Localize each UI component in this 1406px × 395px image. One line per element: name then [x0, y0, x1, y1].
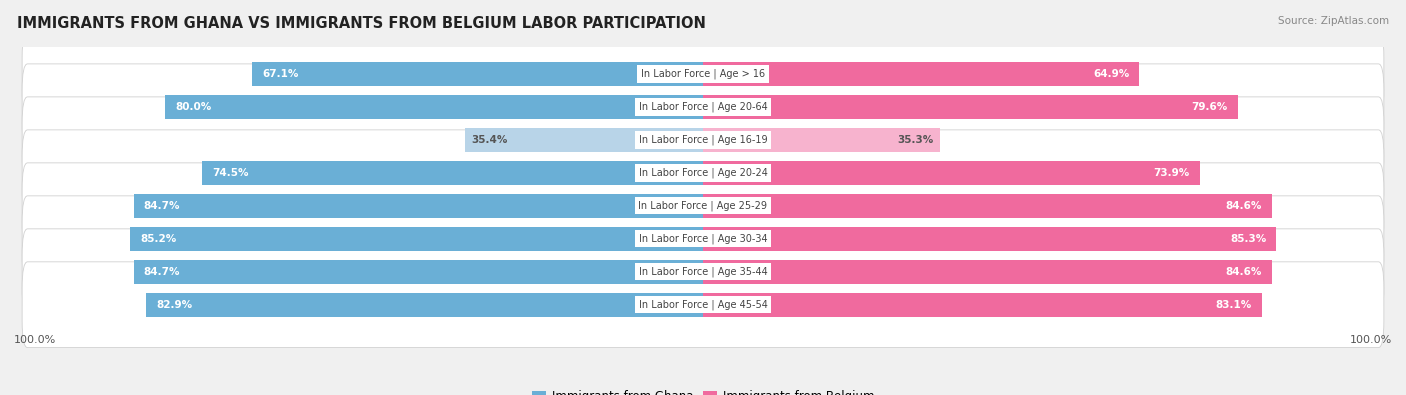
- Text: 74.5%: 74.5%: [212, 168, 249, 178]
- Text: 82.9%: 82.9%: [156, 300, 193, 310]
- FancyBboxPatch shape: [22, 31, 1384, 117]
- Bar: [146, 293, 703, 316]
- Bar: [703, 227, 1277, 250]
- Bar: [166, 95, 703, 118]
- Text: 100.0%: 100.0%: [1350, 335, 1392, 345]
- Legend: Immigrants from Ghana, Immigrants from Belgium: Immigrants from Ghana, Immigrants from B…: [527, 385, 879, 395]
- Bar: [703, 62, 1139, 86]
- FancyBboxPatch shape: [22, 163, 1384, 248]
- Text: In Labor Force | Age 16-19: In Labor Force | Age 16-19: [638, 135, 768, 145]
- Text: In Labor Force | Age 20-64: In Labor Force | Age 20-64: [638, 102, 768, 112]
- Bar: [703, 128, 941, 152]
- Bar: [703, 194, 1271, 218]
- Bar: [703, 161, 1199, 184]
- Text: 84.6%: 84.6%: [1225, 201, 1261, 211]
- Text: 80.0%: 80.0%: [176, 102, 212, 112]
- Bar: [134, 194, 703, 218]
- FancyBboxPatch shape: [22, 262, 1384, 348]
- FancyBboxPatch shape: [22, 229, 1384, 314]
- Text: 35.3%: 35.3%: [897, 135, 934, 145]
- Text: In Labor Force | Age 45-54: In Labor Force | Age 45-54: [638, 299, 768, 310]
- Text: 64.9%: 64.9%: [1092, 69, 1129, 79]
- Text: 84.7%: 84.7%: [143, 201, 180, 211]
- Text: In Labor Force | Age 25-29: In Labor Force | Age 25-29: [638, 201, 768, 211]
- Bar: [134, 260, 703, 284]
- Text: 84.6%: 84.6%: [1225, 267, 1261, 277]
- Text: In Labor Force | Age 20-24: In Labor Force | Age 20-24: [638, 167, 768, 178]
- FancyBboxPatch shape: [22, 196, 1384, 282]
- Text: 85.2%: 85.2%: [141, 234, 177, 244]
- Text: In Labor Force | Age 30-34: In Labor Force | Age 30-34: [638, 233, 768, 244]
- Text: IMMIGRANTS FROM GHANA VS IMMIGRANTS FROM BELGIUM LABOR PARTICIPATION: IMMIGRANTS FROM GHANA VS IMMIGRANTS FROM…: [17, 16, 706, 31]
- Text: 100.0%: 100.0%: [14, 335, 56, 345]
- Text: 83.1%: 83.1%: [1215, 300, 1251, 310]
- FancyBboxPatch shape: [22, 64, 1384, 150]
- Bar: [703, 95, 1239, 118]
- Bar: [703, 260, 1271, 284]
- Bar: [252, 62, 703, 86]
- Bar: [703, 293, 1261, 316]
- Text: 79.6%: 79.6%: [1192, 102, 1227, 112]
- Text: Source: ZipAtlas.com: Source: ZipAtlas.com: [1278, 16, 1389, 26]
- Text: In Labor Force | Age > 16: In Labor Force | Age > 16: [641, 69, 765, 79]
- Bar: [202, 161, 703, 184]
- Text: 67.1%: 67.1%: [262, 69, 298, 79]
- Text: 85.3%: 85.3%: [1230, 234, 1267, 244]
- Bar: [131, 227, 703, 250]
- FancyBboxPatch shape: [22, 130, 1384, 216]
- Bar: [465, 128, 703, 152]
- Text: 35.4%: 35.4%: [472, 135, 508, 145]
- FancyBboxPatch shape: [22, 97, 1384, 182]
- Text: 84.7%: 84.7%: [143, 267, 180, 277]
- Text: In Labor Force | Age 35-44: In Labor Force | Age 35-44: [638, 267, 768, 277]
- Text: 73.9%: 73.9%: [1153, 168, 1189, 178]
